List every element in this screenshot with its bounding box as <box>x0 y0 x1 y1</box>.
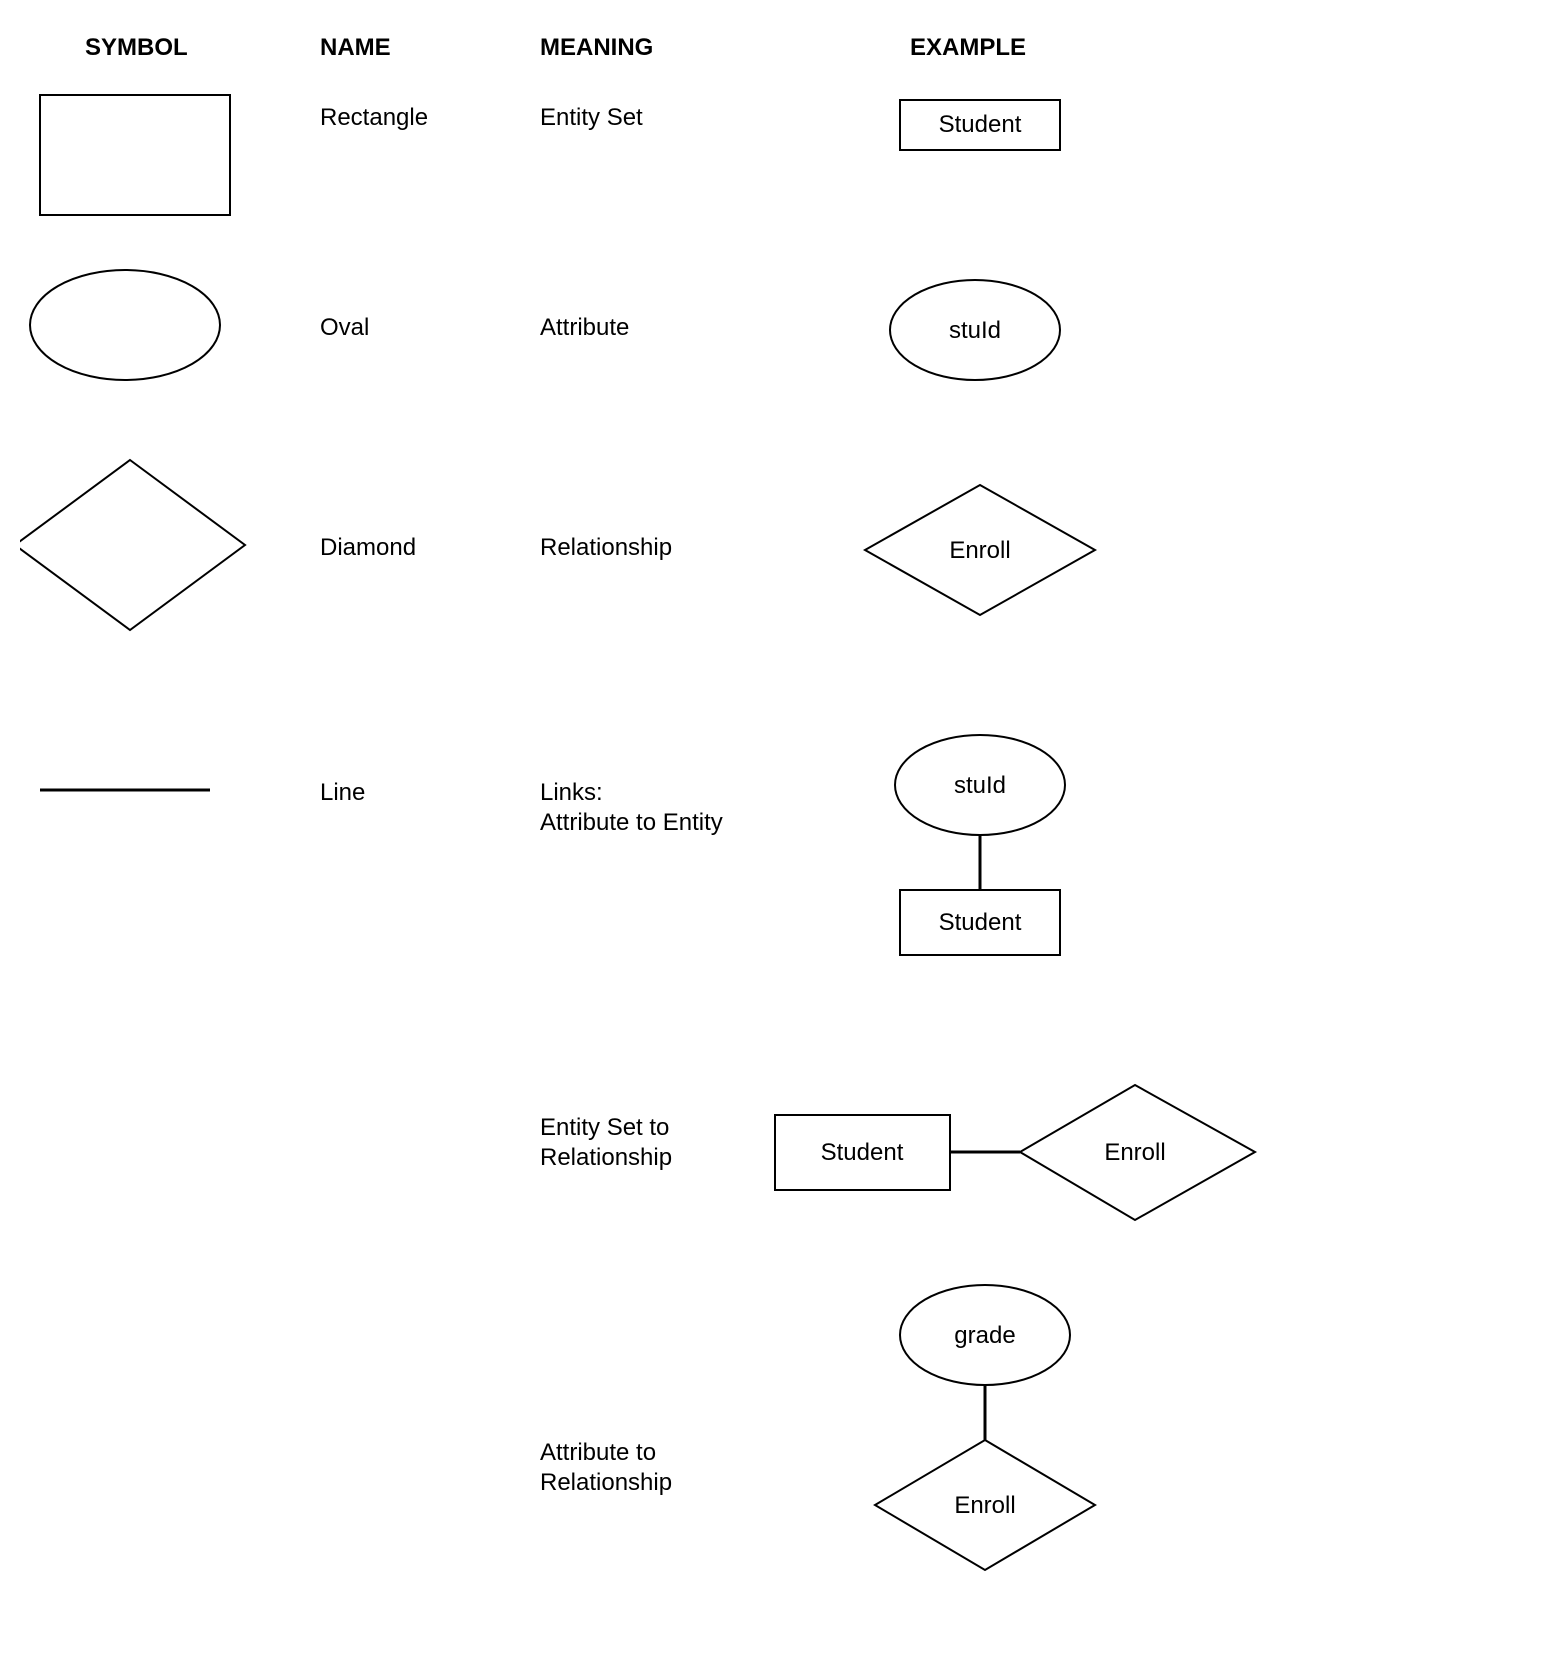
header-symbol: SYMBOL <box>85 34 188 61</box>
example-es-enroll-label: Enroll <box>1104 1139 1165 1166</box>
example-link-stuid-label: stuId <box>954 772 1006 799</box>
example-link-student-label: Student <box>939 909 1022 936</box>
header-example: EXAMPLE <box>910 34 1026 61</box>
row6-meaning-line2: Relationship <box>540 1469 672 1496</box>
row2-name: Oval <box>320 314 369 341</box>
symbol-rectangle-icon <box>40 95 230 215</box>
example-enroll-label: Enroll <box>949 537 1010 564</box>
example-stuid-label: stuId <box>949 317 1001 344</box>
symbol-diamond-icon <box>20 460 245 630</box>
er-symbols-diagram: SYMBOL NAME MEANING EXAMPLE Rectangle En… <box>20 20 1280 1660</box>
header-meaning: MEANING <box>540 34 653 61</box>
row2-meaning: Attribute <box>540 314 629 341</box>
row1-meaning: Entity Set <box>540 104 643 131</box>
row4-meaning-line1: Links: <box>540 779 603 806</box>
row1-name: Rectangle <box>320 104 428 131</box>
row3-meaning: Relationship <box>540 534 672 561</box>
row6-meaning-line1: Attribute to <box>540 1439 656 1466</box>
example-student-label: Student <box>939 111 1022 138</box>
symbol-oval-icon <box>30 270 220 380</box>
example-ar-enroll-label: Enroll <box>954 1492 1015 1519</box>
example-es-student-label: Student <box>821 1139 904 1166</box>
row5-meaning-line2: Relationship <box>540 1144 672 1171</box>
row4-name: Line <box>320 779 365 806</box>
example-ar-grade-label: grade <box>954 1322 1015 1349</box>
row4-meaning-line2: Attribute to Entity <box>540 809 723 836</box>
row3-name: Diamond <box>320 534 416 561</box>
row5-meaning-line1: Entity Set to <box>540 1114 669 1141</box>
header-name: NAME <box>320 34 391 61</box>
